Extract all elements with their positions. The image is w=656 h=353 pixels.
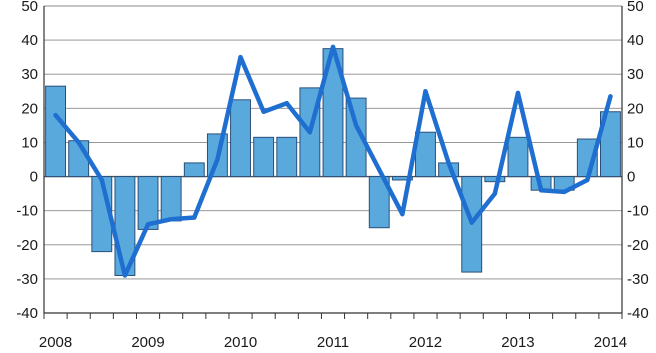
line-point: [215, 157, 220, 162]
y-tick-label-right: -30: [627, 271, 649, 288]
line-point: [192, 215, 197, 220]
bar: [484, 176, 506, 183]
y-tick-label-left: 40: [21, 32, 38, 49]
y-tick-label-right: 50: [627, 0, 644, 15]
x-tick-label: 2011: [317, 334, 349, 351]
line-point: [168, 216, 174, 222]
line-series: [53, 44, 613, 278]
line-point: [261, 109, 266, 114]
line-point: [76, 140, 81, 145]
y-tick-label-right: -10: [627, 203, 649, 220]
y-tick-label-left: 50: [21, 0, 38, 15]
y-tick-label-left: -20: [16, 237, 38, 254]
bar: [230, 99, 251, 178]
y-tick-label-left: -40: [16, 305, 38, 322]
bar: [368, 176, 390, 229]
y-tick-label-left: 10: [21, 134, 38, 151]
y-tick-label-right: -20: [627, 237, 649, 254]
line-point: [469, 220, 474, 225]
bar: [160, 176, 182, 222]
line-point: [585, 177, 590, 183]
line-point: [562, 189, 567, 195]
line-point: [423, 89, 428, 94]
x-tick-label: 2013: [501, 334, 534, 351]
x-tick-label: 2008: [39, 334, 72, 351]
x-tick-label: 2009: [131, 334, 164, 351]
line-point: [538, 188, 544, 193]
y-tick-label-left: 0: [30, 169, 38, 186]
line-point: [99, 177, 105, 183]
y-tick-label-right: 40: [627, 32, 644, 49]
x-tick-label: 2012: [409, 334, 442, 351]
y-tick-label-right: 30: [627, 66, 644, 83]
line-point: [238, 54, 243, 60]
x-tick-label: 2010: [224, 334, 257, 351]
line-point: [122, 273, 128, 278]
x-tick-label: 2014: [594, 334, 627, 351]
bar: [391, 176, 413, 181]
line-point: [53, 112, 58, 118]
y-tick-label-left: -10: [16, 203, 38, 220]
line-point: [284, 101, 289, 106]
bar: [345, 97, 367, 178]
bar: [253, 136, 275, 178]
bar: [276, 136, 298, 178]
y-tick-label-left: -30: [16, 271, 38, 288]
y-tick-label-right: 20: [627, 100, 644, 117]
line-point: [446, 160, 451, 166]
bar: [507, 136, 529, 178]
line-point: [492, 191, 498, 196]
y-tick-label-right: -40: [627, 305, 649, 322]
y-tick-label-right: 10: [627, 134, 644, 151]
y-tick-label-left: 30: [21, 66, 38, 83]
line-point: [330, 44, 336, 50]
line-point: [515, 90, 521, 96]
line-point: [145, 222, 151, 227]
bar: [45, 85, 67, 178]
line-point: [377, 167, 382, 172]
y-tick-label-right: 0: [627, 169, 635, 186]
line-point: [307, 130, 313, 135]
bar: [599, 111, 621, 178]
line-point: [400, 211, 405, 217]
axes: [43, 6, 623, 319]
bar: [183, 162, 205, 178]
line-point: [608, 94, 613, 99]
y-tick-label-left: 20: [21, 100, 38, 117]
line-point: [353, 123, 359, 128]
